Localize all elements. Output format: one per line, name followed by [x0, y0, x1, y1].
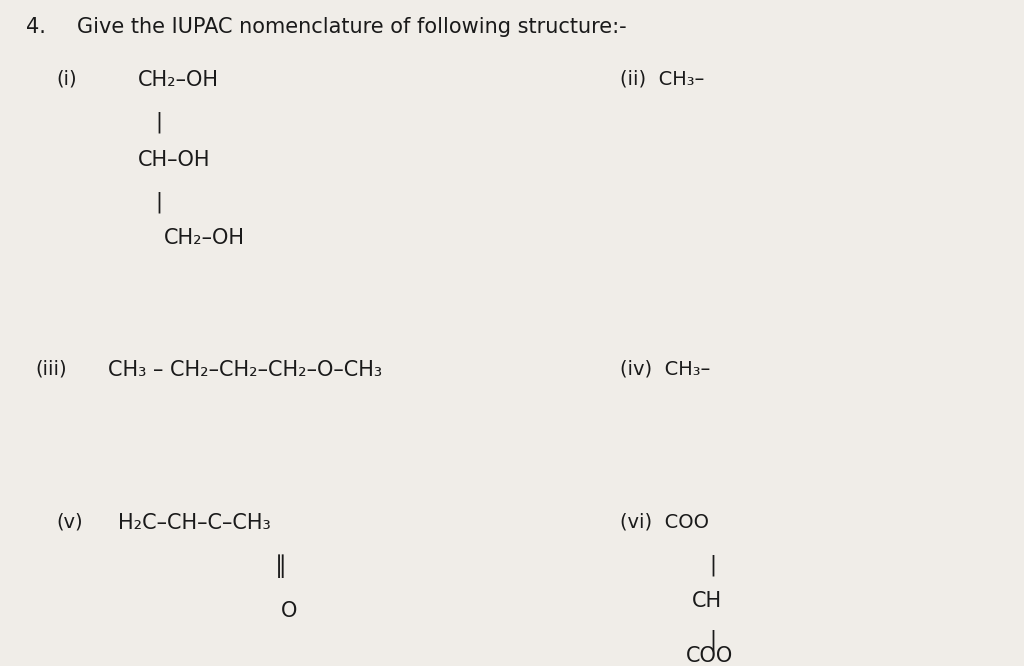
Text: |: | — [156, 112, 163, 133]
Text: 4.: 4. — [26, 17, 45, 37]
Text: |: | — [710, 629, 717, 651]
Text: |: | — [710, 554, 717, 575]
Text: COO: COO — [686, 646, 733, 666]
Text: ∥: ∥ — [274, 554, 287, 578]
Text: CH: CH — [692, 591, 722, 611]
Text: H₂C–CH–C–CH₃: H₂C–CH–C–CH₃ — [118, 513, 270, 533]
Text: O: O — [281, 601, 297, 621]
Text: CH₂–OH: CH₂–OH — [164, 228, 245, 248]
Text: (iv)  CH₃–: (iv) CH₃– — [620, 360, 710, 379]
Text: CH₂–OH: CH₂–OH — [138, 70, 219, 90]
Text: (ii)  CH₃–: (ii) CH₃– — [620, 70, 703, 89]
Text: CH₃ – CH₂–CH₂–CH₂–O–CH₃: CH₃ – CH₂–CH₂–CH₂–O–CH₃ — [108, 360, 382, 380]
Text: |: | — [156, 192, 163, 213]
Text: (i): (i) — [56, 70, 77, 89]
Text: Give the IUPAC nomenclature of following structure:-: Give the IUPAC nomenclature of following… — [77, 17, 627, 37]
Text: CH–OH: CH–OH — [138, 150, 211, 170]
Text: (iii): (iii) — [36, 360, 68, 379]
Text: (vi)  COO: (vi) COO — [620, 513, 709, 532]
Text: (v): (v) — [56, 513, 83, 532]
